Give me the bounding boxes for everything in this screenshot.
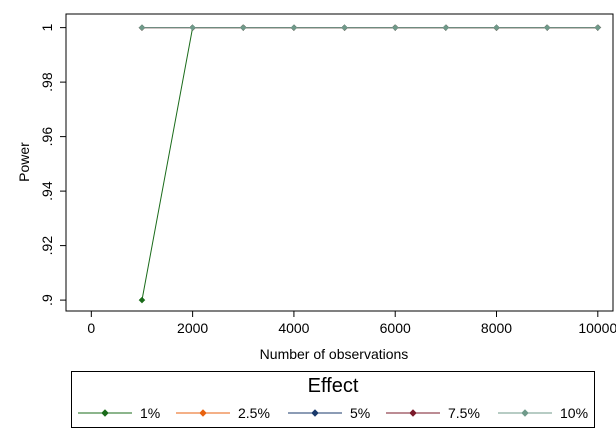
x-tick-label: 10000 [578,320,616,336]
legend: Effect 1% 2.5% 5% 7.5% 10% [71,371,595,428]
series-1 [138,24,602,304]
legend-swatch [498,409,552,417]
legend-label: 2.5% [238,405,270,421]
legend-swatch [176,409,230,417]
y-axis-title: Power [16,142,32,182]
legend-label: 10% [560,405,589,421]
data-point [543,24,551,31]
y-axis: .9 .92 .94 .96 .98 1 [39,24,66,306]
data-point [594,24,602,31]
data-point [239,24,247,31]
legend-swatch [78,409,132,417]
legend-swatch [386,409,440,417]
series-layer [138,24,602,304]
data-point [493,24,500,31]
y-tick-label: .96 [39,127,55,147]
y-tick-label: .94 [39,181,55,201]
data-point [442,24,450,31]
legend-label: 7.5% [448,405,480,421]
y-tick-label: .9 [39,294,55,306]
data-point [290,24,298,31]
legend-title: Effect [307,375,359,397]
x-tick-label: 2000 [177,320,208,336]
data-point [189,24,196,31]
legend-label: 5% [350,405,371,421]
y-tick-label: 1 [39,24,55,32]
x-tick-label: 4000 [278,320,309,336]
series-5 [138,24,602,31]
data-point [138,24,146,31]
data-point [391,24,399,31]
x-axis-title: Number of observations [260,346,409,362]
x-tick-label: 0 [87,320,95,336]
x-tick-label: 6000 [380,320,411,336]
legend-swatch [288,409,342,417]
series-line [141,27,598,301]
x-tick-label: 8000 [481,320,512,336]
x-axis: 0 2000 4000 6000 8000 10000 [87,311,616,336]
y-tick-label: .92 [39,236,55,256]
data-point [341,24,348,31]
legend-items: 1% 2.5% 5% 7.5% 10% [72,402,594,424]
legend-label: 1% [140,405,161,421]
plot-area-frame [65,13,614,312]
y-tick-label: .98 [39,72,55,92]
data-point [138,296,146,304]
